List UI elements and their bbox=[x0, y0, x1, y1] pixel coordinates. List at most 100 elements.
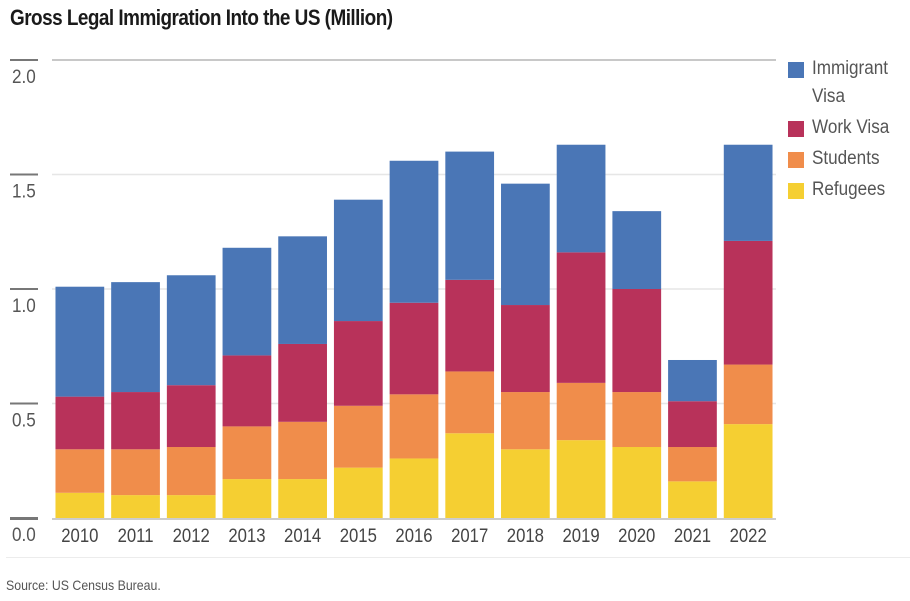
bar-segment-immigrant-visa[interactable] bbox=[55, 286, 105, 397]
chart-title: Gross Legal Immigration Into the US (Mil… bbox=[10, 5, 393, 30]
stacked-bar-chart: 0.0 0.5 1.0 1.5 2.0 2010 2011 2012 2013 2014 2015… bbox=[10, 59, 776, 546]
bar-segment-students[interactable] bbox=[556, 382, 606, 441]
bar-stack-2015 bbox=[333, 199, 383, 518]
bar-segment-work-visa[interactable] bbox=[389, 302, 439, 395]
bar-segment-students[interactable] bbox=[668, 447, 717, 482]
bar-segment-refugees[interactable] bbox=[55, 492, 105, 518]
x-tick-label: 2014 bbox=[284, 525, 321, 546]
legend-label: Students bbox=[812, 148, 880, 169]
bar-segment-students[interactable] bbox=[55, 449, 105, 493]
bar-segment-refugees[interactable] bbox=[556, 440, 606, 518]
legend-label: Work Visa bbox=[812, 117, 890, 138]
legend-swatch bbox=[788, 183, 804, 199]
y-tick-label: 2.0 bbox=[12, 66, 36, 87]
x-tick-label: 2019 bbox=[563, 525, 600, 546]
bar-segment-work-visa[interactable] bbox=[445, 279, 495, 372]
bar-segment-refugees[interactable] bbox=[278, 479, 327, 518]
bar-stack-2014 bbox=[278, 236, 327, 518]
y-tick-label: 1.5 bbox=[12, 181, 36, 202]
footer-divider bbox=[6, 557, 910, 558]
bar-segment-immigrant-visa[interactable] bbox=[668, 359, 717, 402]
bar-segment-refugees[interactable] bbox=[723, 424, 773, 518]
source-note: Source: US Census Bureau. bbox=[6, 577, 161, 593]
bar-segment-students[interactable] bbox=[111, 449, 160, 496]
bar-stack-2017 bbox=[445, 151, 495, 518]
bar-segment-work-visa[interactable] bbox=[556, 252, 606, 383]
bar-segment-refugees[interactable] bbox=[111, 495, 160, 518]
x-tick-label: 2016 bbox=[395, 525, 432, 546]
bar-segment-refugees[interactable] bbox=[333, 467, 383, 518]
bar-segment-students[interactable] bbox=[222, 426, 272, 480]
bar-stack-2020 bbox=[612, 211, 662, 518]
bar-segment-work-visa[interactable] bbox=[111, 392, 160, 450]
x-tick-label: 2013 bbox=[228, 525, 265, 546]
bar-segment-work-visa[interactable] bbox=[668, 401, 717, 448]
bar-segment-refugees[interactable] bbox=[668, 481, 717, 518]
bar-segment-refugees[interactable] bbox=[501, 449, 550, 518]
bar-segment-immigrant-visa[interactable] bbox=[278, 236, 327, 344]
y-axis: 0.0 0.5 1.0 1.5 2.0 bbox=[10, 59, 38, 545]
bar-stack-2012 bbox=[166, 275, 216, 518]
bar-stack-2016 bbox=[389, 160, 439, 518]
legend-item-immigrant-visa[interactable]: Immigrant Visa bbox=[788, 58, 908, 111]
bar-segment-work-visa[interactable] bbox=[278, 343, 327, 422]
bar-segment-work-visa[interactable] bbox=[333, 321, 383, 406]
bar-stack-2022 bbox=[723, 144, 773, 518]
legend-swatch bbox=[788, 121, 804, 137]
bar-segment-students[interactable] bbox=[612, 392, 662, 448]
x-tick-label: 2022 bbox=[730, 525, 767, 546]
bar-segment-refugees[interactable] bbox=[166, 495, 216, 518]
y-tick-label: 0.0 bbox=[12, 524, 36, 545]
legend-item-students[interactable]: Students bbox=[788, 148, 908, 173]
legend-item-refugees[interactable]: Refugees bbox=[788, 179, 908, 204]
x-tick-label: 2018 bbox=[507, 525, 544, 546]
bar-segment-immigrant-visa[interactable] bbox=[612, 211, 662, 289]
x-axis: 2010 2011 2012 2013 2014 2015 2016 2017 2018 2019… bbox=[10, 518, 776, 546]
bar-segment-students[interactable] bbox=[445, 371, 495, 434]
x-tick-label: 2017 bbox=[451, 525, 488, 546]
x-tick-label: 2012 bbox=[173, 525, 210, 546]
bar-segment-immigrant-visa[interactable] bbox=[445, 151, 495, 280]
bar-segment-work-visa[interactable] bbox=[55, 396, 105, 450]
bar-segment-refugees[interactable] bbox=[222, 479, 272, 518]
bar-segment-work-visa[interactable] bbox=[723, 240, 773, 365]
bar-segment-refugees[interactable] bbox=[445, 433, 495, 518]
bar-segment-students[interactable] bbox=[333, 405, 383, 468]
bar-segment-work-visa[interactable] bbox=[166, 385, 216, 448]
bar-segment-students[interactable] bbox=[389, 394, 439, 459]
x-tick-label: 2011 bbox=[118, 525, 154, 546]
y-tick-label: 0.5 bbox=[12, 410, 36, 431]
bar-segment-immigrant-visa[interactable] bbox=[111, 282, 160, 393]
bar-segment-students[interactable] bbox=[723, 364, 773, 425]
bar-segment-work-visa[interactable] bbox=[612, 289, 662, 393]
bar-segment-refugees[interactable] bbox=[612, 447, 662, 518]
bar-segment-work-visa[interactable] bbox=[501, 305, 550, 393]
bar-stack-2018 bbox=[501, 183, 550, 518]
bar-stack-2019 bbox=[556, 144, 606, 518]
legend-label: Refugees bbox=[812, 179, 886, 200]
bar-segment-students[interactable] bbox=[166, 447, 216, 496]
legend-item-work-visa[interactable]: Work Visa bbox=[788, 117, 908, 142]
bar-segment-immigrant-visa[interactable] bbox=[166, 275, 216, 386]
bar-segment-immigrant-visa[interactable] bbox=[333, 199, 383, 322]
bar-segment-refugees[interactable] bbox=[389, 458, 439, 518]
bar-segment-students[interactable] bbox=[278, 421, 327, 480]
legend-label: Immigrant Visa bbox=[812, 58, 889, 107]
bar-segment-immigrant-visa[interactable] bbox=[389, 160, 439, 303]
x-tick-label: 2021 bbox=[674, 525, 711, 546]
bar-segment-immigrant-visa[interactable] bbox=[222, 247, 272, 356]
x-tick-label: 2010 bbox=[61, 525, 98, 546]
bar-segment-immigrant-visa[interactable] bbox=[723, 144, 773, 241]
bar-segment-immigrant-visa[interactable] bbox=[501, 183, 550, 306]
y-tick-label: 1.0 bbox=[12, 295, 36, 316]
bar-stack-2010 bbox=[55, 286, 105, 518]
x-tick-label: 2020 bbox=[618, 525, 655, 546]
bar-segment-immigrant-visa[interactable] bbox=[556, 144, 606, 253]
bars bbox=[55, 144, 773, 518]
bar-segment-students[interactable] bbox=[501, 392, 550, 450]
bar-stack-2021 bbox=[668, 359, 717, 518]
bar-segment-work-visa[interactable] bbox=[222, 355, 272, 427]
legend-swatch bbox=[788, 62, 804, 78]
x-tick-label: 2015 bbox=[340, 525, 377, 546]
legend-swatch bbox=[788, 152, 804, 168]
